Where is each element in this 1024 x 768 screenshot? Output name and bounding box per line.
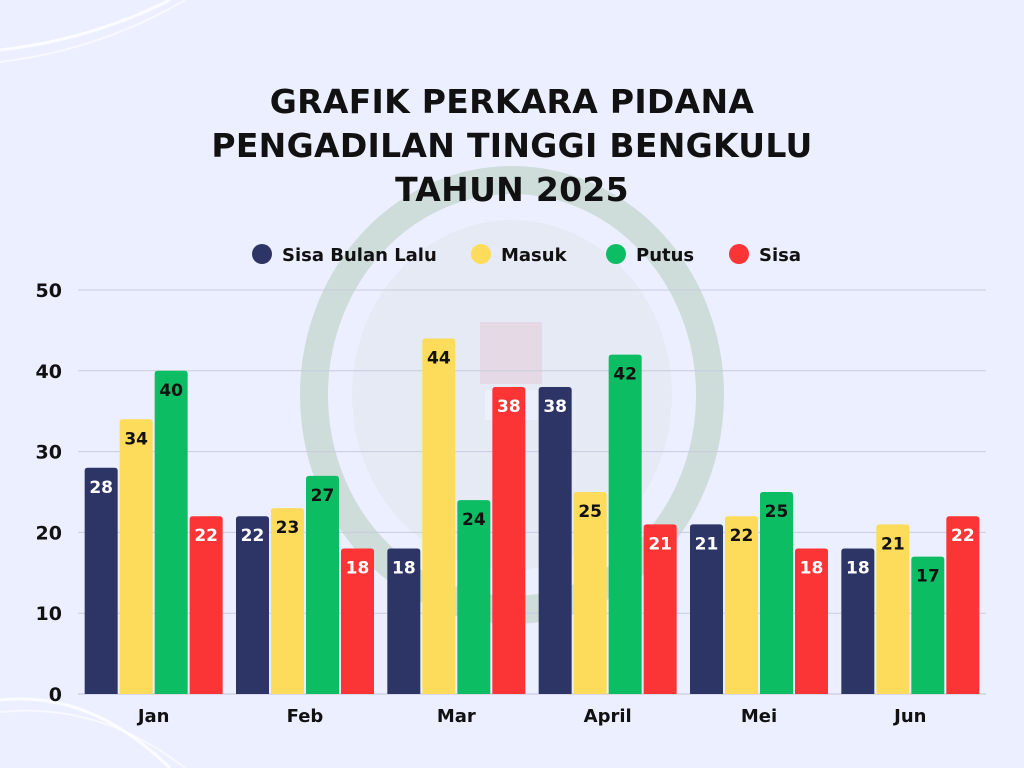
legend-label: Sisa	[759, 245, 801, 266]
x-tick-label: Jan	[136, 706, 170, 727]
bar	[643, 524, 677, 694]
data-label: 18	[846, 559, 870, 579]
x-tick-label: April	[584, 706, 632, 727]
bar	[795, 548, 828, 694]
bar	[84, 467, 118, 694]
bar	[422, 338, 456, 694]
y-tick-label: 50	[36, 280, 62, 302]
data-label: 22	[194, 526, 218, 546]
bar	[341, 548, 374, 694]
bar	[690, 524, 723, 694]
data-label: 42	[613, 365, 637, 385]
data-label: 21	[881, 534, 905, 554]
data-label: 44	[427, 348, 451, 368]
y-tick-label: 30	[36, 442, 62, 464]
title-line-2: PENGADILAN TINGGI BENGKULU	[211, 126, 813, 165]
data-label: 22	[730, 526, 754, 546]
data-label: 17	[916, 567, 940, 587]
data-label: 38	[543, 397, 567, 417]
data-label: 28	[89, 478, 113, 498]
bar	[189, 516, 223, 694]
data-label: 23	[276, 518, 300, 538]
legend-label: Sisa Bulan Lalu	[282, 245, 437, 266]
data-label: 27	[311, 486, 335, 506]
chart-title: GRAFIK PERKARA PIDANA PENGADILAN TINGGI …	[0, 80, 1024, 212]
data-label: 25	[578, 502, 602, 522]
legend-marker	[606, 244, 626, 264]
bar	[154, 370, 188, 694]
bar	[876, 524, 910, 694]
legend-label: Putus	[636, 245, 694, 266]
legend-marker	[252, 244, 272, 264]
data-label: 24	[462, 510, 486, 530]
legend-label: Masuk	[501, 245, 568, 266]
bar	[306, 475, 339, 694]
legend-marker	[729, 244, 749, 264]
legend-marker	[471, 244, 491, 264]
bar	[119, 419, 153, 694]
bar	[236, 516, 269, 694]
title-line-1: GRAFIK PERKARA PIDANA	[269, 82, 755, 121]
bar	[911, 556, 945, 694]
bar	[271, 508, 304, 694]
y-tick-label: 0	[49, 684, 62, 706]
data-label: 18	[392, 559, 416, 579]
data-label: 21	[648, 534, 672, 554]
data-label: 22	[241, 526, 265, 546]
bar	[492, 386, 526, 694]
bar	[387, 548, 421, 694]
x-tick-label: Jun	[892, 706, 926, 727]
bar	[608, 354, 642, 694]
data-label: 21	[695, 534, 719, 554]
data-label: 22	[951, 526, 975, 546]
bar	[725, 516, 758, 694]
data-label: 25	[765, 502, 789, 522]
bar	[946, 516, 980, 694]
y-tick-label: 10	[36, 603, 62, 625]
data-label: 18	[800, 559, 824, 579]
bar	[573, 492, 607, 694]
bar	[841, 548, 875, 694]
bar	[760, 492, 793, 694]
data-label: 18	[346, 559, 370, 579]
x-tick-label: Feb	[287, 706, 324, 727]
y-tick-label: 40	[36, 361, 62, 383]
x-tick-label: Mar	[437, 706, 476, 727]
y-tick-label: 20	[36, 522, 62, 544]
data-label: 38	[497, 397, 521, 417]
x-tick-label: Mei	[741, 706, 777, 727]
bar	[457, 500, 491, 694]
data-label: 34	[124, 429, 148, 449]
data-label: 40	[159, 381, 183, 401]
bar	[538, 386, 572, 694]
title-line-3: TAHUN 2025	[395, 170, 629, 209]
